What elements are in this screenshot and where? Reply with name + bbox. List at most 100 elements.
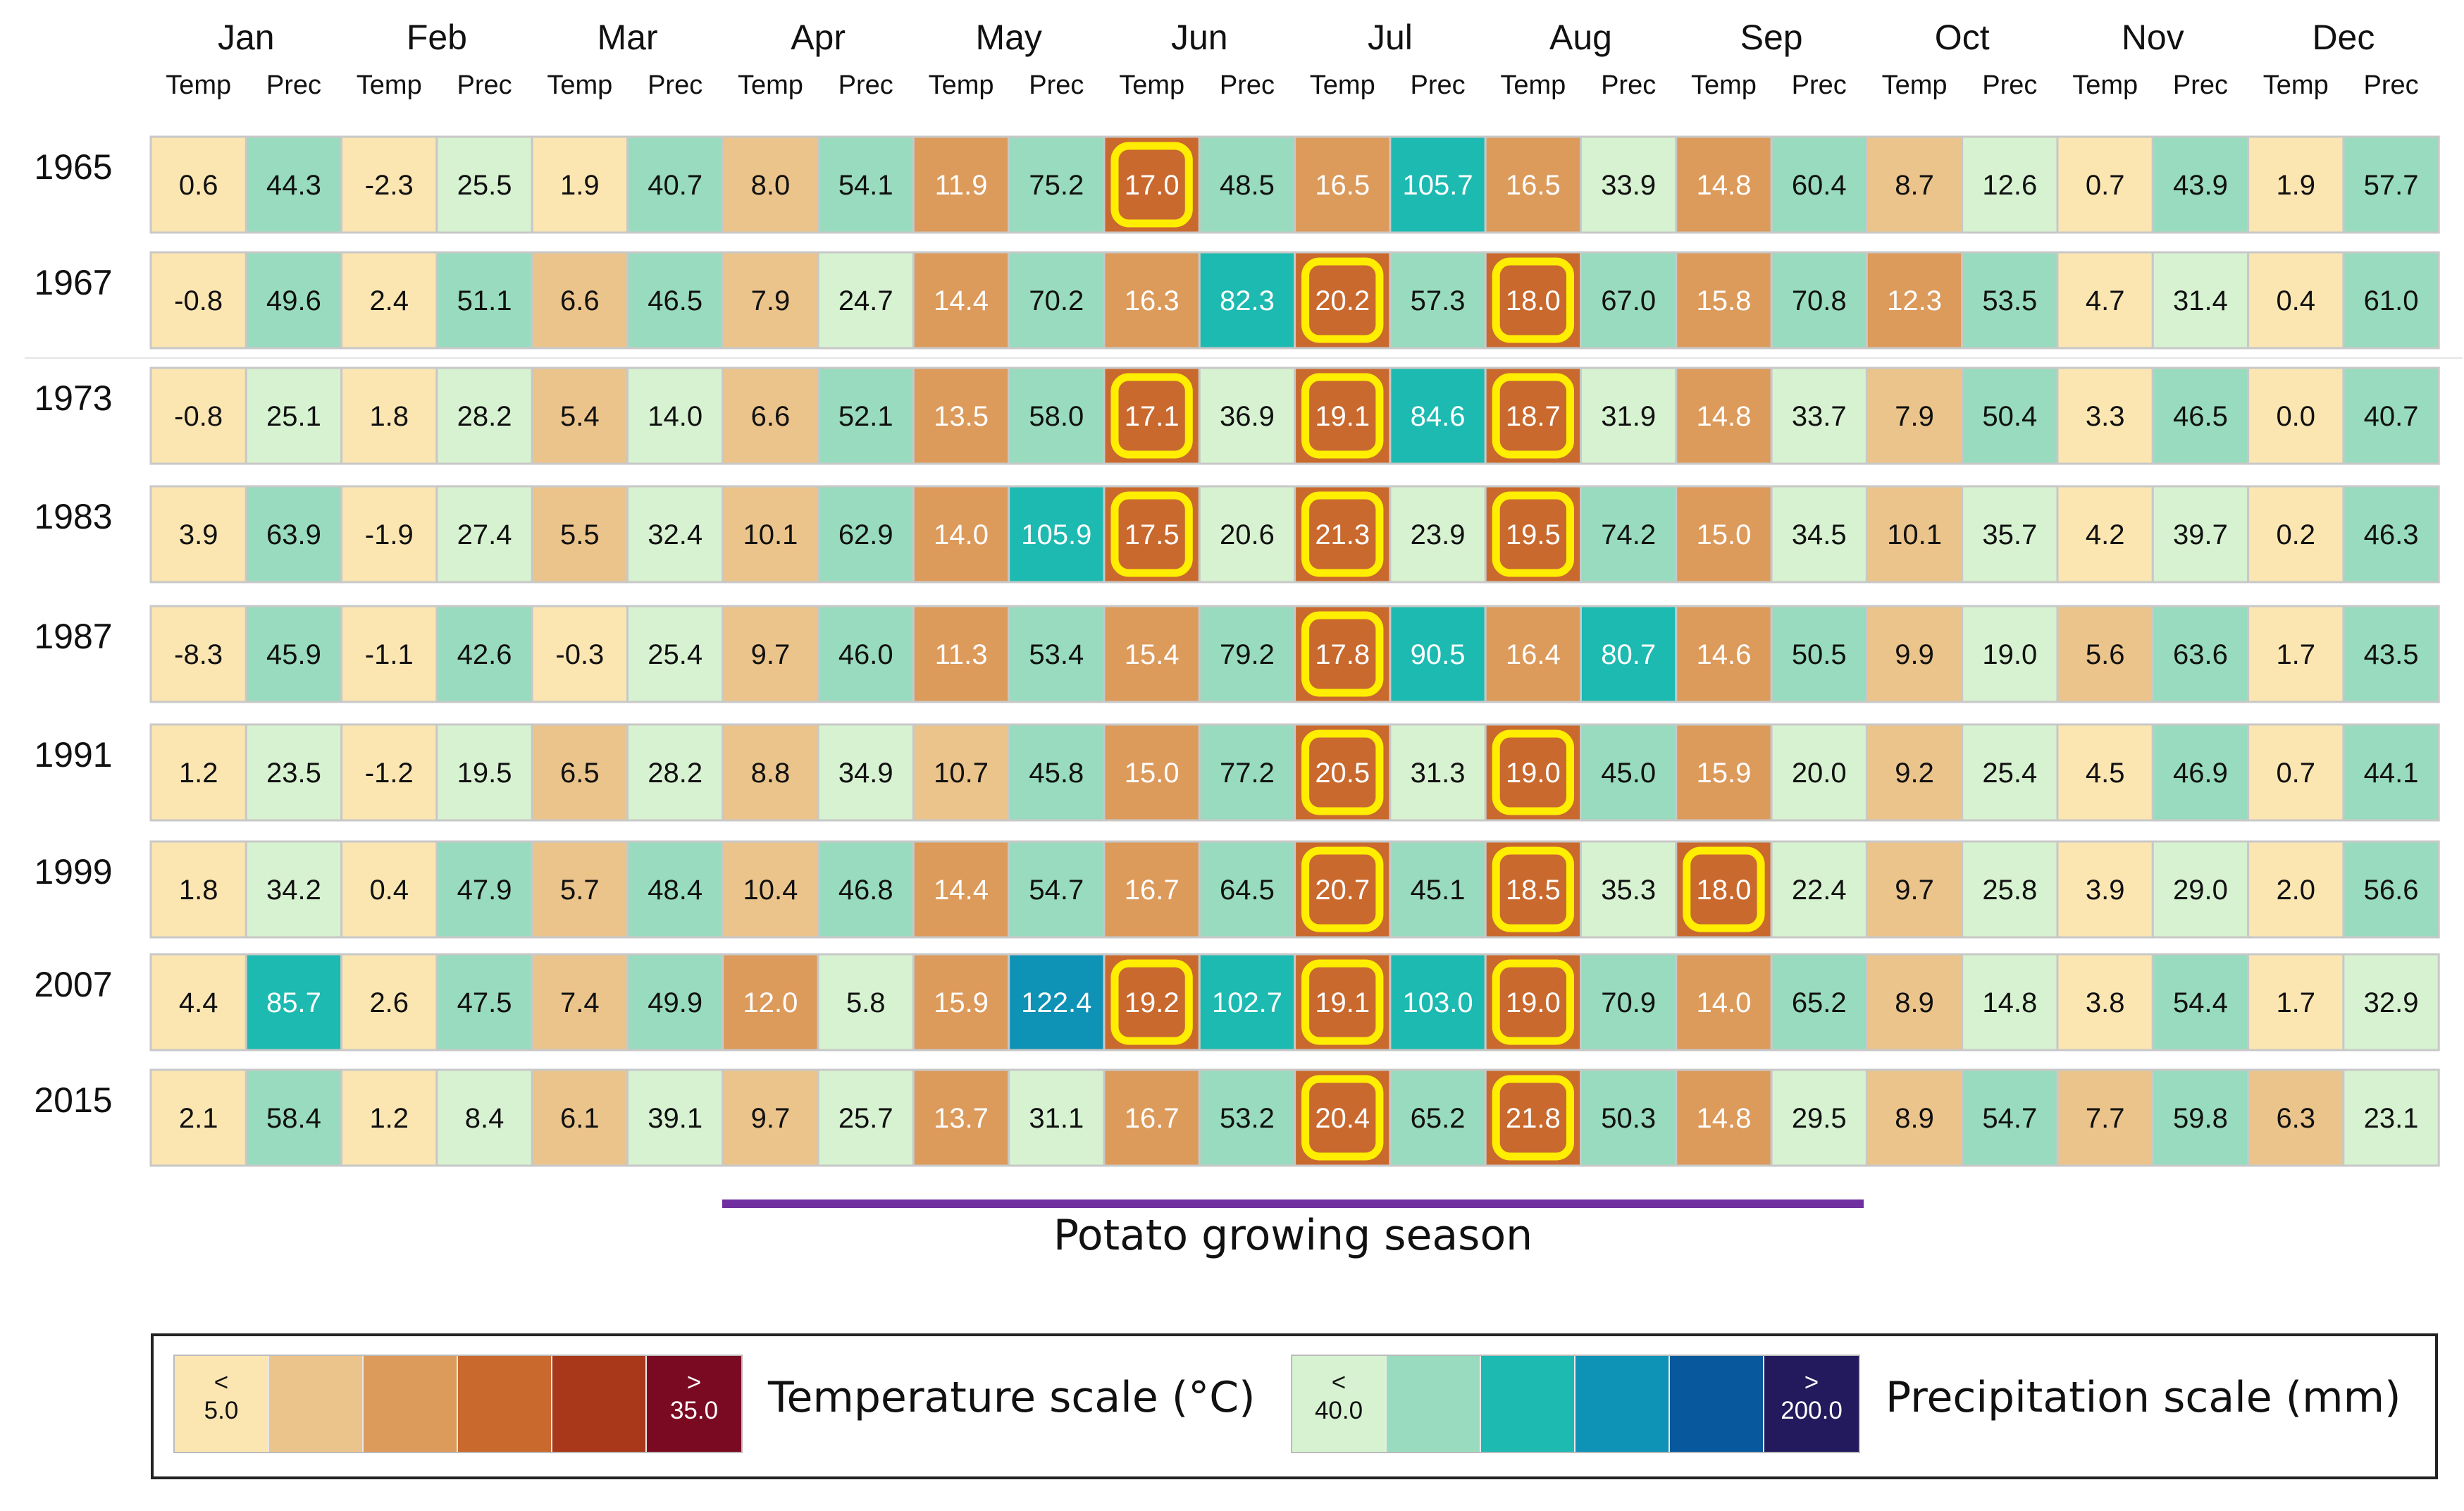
temp-value: 1.2 — [369, 1103, 409, 1134]
column-label-prec: Prec — [457, 70, 512, 100]
prec-cell-oct — [1961, 485, 2059, 584]
precipitation-swatch-3 — [1575, 1356, 1670, 1452]
temp-cell-may — [912, 953, 1010, 1051]
column-label-temp: Temp — [929, 70, 994, 100]
prec-value: 45.9 — [266, 639, 321, 670]
temp-value: 16.7 — [1125, 875, 1180, 906]
temp-cell-mar — [531, 1068, 629, 1167]
temp-cell-may — [912, 840, 1010, 939]
temp-value: 15.0 — [1697, 519, 1752, 550]
temp-value: -0.8 — [174, 401, 223, 432]
temp-value: 9.7 — [751, 1103, 791, 1134]
prec-cell-mar — [626, 135, 724, 234]
prec-value: 84.6 — [1411, 401, 1466, 432]
prec-cell-jun — [1198, 135, 1296, 234]
prec-value: 8.4 — [465, 1103, 504, 1134]
prec-value: 28.2 — [648, 758, 702, 789]
temp-cell-nov — [2056, 251, 2154, 350]
prec-value: 53.4 — [1029, 639, 1084, 670]
temp-value: 17.1 — [1125, 401, 1180, 432]
temp-cell-may — [912, 485, 1010, 584]
prec-cell-may — [1008, 953, 1106, 1051]
column-label-temp: Temp — [1691, 70, 1757, 100]
prec-value: 50.4 — [1982, 401, 2037, 432]
temp-value: 19.0 — [1506, 758, 1561, 789]
temp-value: 11.3 — [935, 639, 988, 670]
column-label-prec: Prec — [648, 70, 702, 100]
prec-value: 34.9 — [838, 758, 893, 789]
prec-value: 50.3 — [1601, 1103, 1656, 1134]
precipitation-swatch-0: < 40.0 — [1292, 1356, 1387, 1452]
temp-cell-nov — [2056, 723, 2154, 822]
precipitation-swatch-2 — [1481, 1356, 1575, 1452]
prec-value: 65.2 — [1792, 987, 1847, 1018]
temp-cell-mar — [531, 485, 629, 584]
prec-cell-mar — [626, 366, 724, 465]
temp-cell-jun — [1103, 723, 1201, 822]
prec-value: 19.5 — [457, 758, 512, 789]
temp-value: 10.7 — [934, 758, 989, 789]
temp-value: 4.2 — [2086, 519, 2125, 550]
row-1967: 1967 -0.8 49.6 2.4 51.1 6.6 46.5 7.9 24.7 14.4 70.… — [34, 251, 2440, 350]
temp-cell-dec — [2247, 251, 2345, 350]
temp-value: 18.5 — [1506, 875, 1561, 906]
prec-cell-apr — [817, 485, 915, 584]
temp-cell-sep — [1675, 723, 1773, 822]
prec-value: 19.0 — [1982, 639, 2037, 670]
temp-value: 20.5 — [1315, 758, 1370, 789]
prec-value: 67.0 — [1601, 285, 1656, 316]
prec-cell-dec — [2342, 1068, 2440, 1167]
year-label: 1999 — [34, 852, 112, 892]
highlight-ring — [1301, 1075, 1384, 1161]
temp-cell-jan — [149, 723, 247, 822]
temperature-swatch-1 — [269, 1356, 364, 1452]
temp-value: 14.6 — [1697, 639, 1752, 670]
prec-value: 47.9 — [457, 875, 512, 906]
temp-value: 1.8 — [369, 401, 409, 432]
prec-cell-jun — [1198, 840, 1296, 939]
temp-cell-feb — [340, 485, 438, 584]
prec-cell-jul — [1389, 251, 1487, 350]
prec-cell-nov — [2151, 1068, 2250, 1167]
prec-value: 70.9 — [1601, 987, 1656, 1018]
row-2015: 2015 2.1 58.4 1.2 8.4 6.1 39.1 9.7 25.7 13.7 31.1 1… — [34, 1068, 2440, 1167]
column-label-prec: Prec — [2173, 70, 2228, 100]
temp-value: 20.4 — [1315, 1103, 1370, 1134]
temp-cell-dec — [2247, 723, 2345, 822]
prec-cell-oct — [1961, 723, 2059, 822]
prec-cell-jul — [1389, 605, 1487, 703]
temp-value: 5.6 — [2086, 639, 2125, 670]
year-label: 1991 — [34, 735, 112, 775]
temperature-swatch-4 — [552, 1356, 647, 1452]
row-1999: 1999 1.8 34.2 0.4 47.9 5.7 48.4 10.4 46.8 14.4 54.… — [34, 840, 2440, 939]
temp-value: 14.8 — [1697, 170, 1752, 201]
highlight-ring — [1110, 491, 1193, 577]
temp-cell-apr — [722, 840, 819, 939]
temp-value: 1.2 — [179, 758, 218, 789]
column-label-temp: Temp — [547, 70, 612, 100]
temp-value: 10.1 — [1887, 519, 1942, 550]
prec-value: 25.1 — [266, 401, 321, 432]
prec-cell-jan — [244, 135, 343, 234]
temp-cell-apr — [722, 366, 819, 465]
prec-cell-jul — [1389, 135, 1487, 234]
prec-cell-apr — [817, 251, 915, 350]
prec-value: 63.9 — [266, 519, 321, 550]
prec-cell-mar — [626, 1068, 724, 1167]
temp-value: -0.8 — [174, 285, 223, 316]
temp-cell-may — [912, 366, 1010, 465]
prec-value: 53.2 — [1220, 1103, 1275, 1134]
prec-value: 46.0 — [838, 639, 893, 670]
prec-cell-apr — [817, 953, 915, 1051]
temp-value: 14.0 — [1697, 987, 1752, 1018]
prec-cell-aug — [1580, 135, 1678, 234]
highlight-ring — [1683, 846, 1765, 932]
prec-value: 31.9 — [1601, 401, 1656, 432]
prec-cell-oct — [1961, 251, 2059, 350]
temp-value: 10.4 — [743, 875, 798, 906]
row-1987: 1987 -8.3 45.9 -1.1 42.6 -0.3 25.4 9.7 46.0 11.3 5… — [34, 605, 2440, 703]
prec-cell-jun — [1198, 953, 1296, 1051]
temp-value: 6.6 — [751, 401, 791, 432]
column-label-prec: Prec — [1220, 70, 1275, 100]
highlight-ring — [1492, 959, 1574, 1045]
